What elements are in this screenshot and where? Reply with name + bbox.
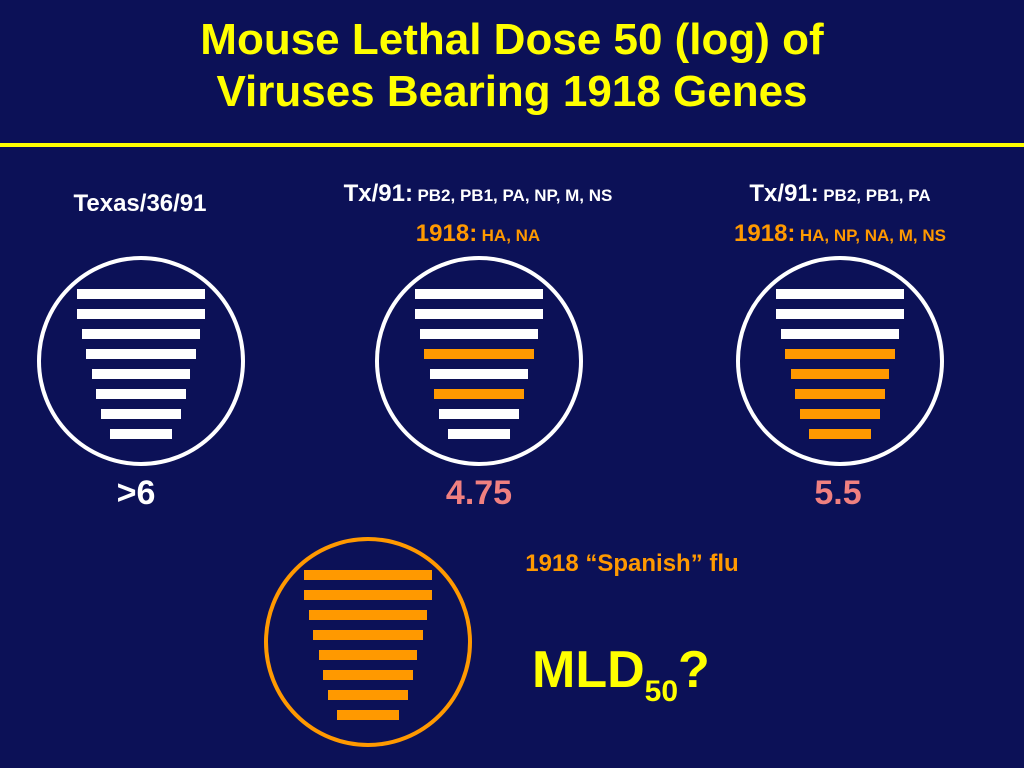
virus-envelope-circle bbox=[264, 537, 472, 747]
virus-1-diagram bbox=[37, 256, 245, 466]
mld-question-mark: ? bbox=[678, 641, 710, 699]
rna-segment-4 bbox=[86, 349, 196, 359]
virus-3-diagram bbox=[736, 256, 944, 466]
virus-envelope-circle bbox=[736, 256, 944, 466]
rna-segment-8 bbox=[337, 710, 399, 720]
virus-envelope-circle bbox=[375, 256, 583, 466]
rna-segment-2 bbox=[304, 590, 432, 600]
virus-3-value: 5.5 bbox=[814, 474, 862, 512]
virus-2-value: 4.75 bbox=[445, 474, 513, 512]
rna-segment-2 bbox=[776, 309, 904, 319]
rna-segment-6 bbox=[96, 389, 186, 399]
rna-segment-1 bbox=[776, 289, 904, 299]
virus-2-tx91-prefix: Tx/91: bbox=[343, 180, 413, 207]
virus-2-tx91-genes: PB2, PB1, PA, NP, M, NS bbox=[417, 186, 613, 205]
mld-subscript: 50 bbox=[644, 675, 679, 708]
virus-1-value: >6 bbox=[116, 474, 156, 512]
virus-3-tx91-prefix: Tx/91: bbox=[749, 180, 819, 207]
rna-segment-6 bbox=[795, 389, 885, 399]
virus-3-1918-prefix: 1918: bbox=[734, 220, 796, 247]
rna-segment-4 bbox=[785, 349, 895, 359]
rna-segment-5 bbox=[430, 369, 528, 379]
virus-3-1918-genes: HA, NP, NA, M, NS bbox=[799, 226, 946, 245]
virus-2-1918-prefix: 1918: bbox=[415, 220, 478, 247]
rna-segment-7 bbox=[439, 409, 519, 419]
rna-segment-4 bbox=[424, 349, 534, 359]
title-line-1: Mouse Lethal Dose 50 (log) of bbox=[200, 15, 824, 64]
virus-2-diagram bbox=[375, 256, 583, 466]
rna-segment-3 bbox=[781, 329, 899, 339]
rna-segment-5 bbox=[319, 650, 417, 660]
title-divider bbox=[0, 143, 1024, 147]
rna-segment-5 bbox=[791, 369, 889, 379]
rna-segment-6 bbox=[434, 389, 524, 399]
spanish-flu-diagram bbox=[264, 537, 472, 747]
virus-3-tx91-label: Tx/91: PB2, PB1, PA bbox=[660, 180, 1020, 208]
rna-segment-7 bbox=[800, 409, 880, 419]
rna-segment-8 bbox=[110, 429, 172, 439]
virus-2-1918-label: 1918: HA, NA bbox=[298, 220, 658, 248]
virus-2-1918-genes: HA, NA bbox=[481, 226, 541, 245]
rna-segment-1 bbox=[304, 570, 432, 580]
mld-main: MLD bbox=[532, 641, 645, 699]
rna-segment-1 bbox=[415, 289, 543, 299]
rna-segment-3 bbox=[82, 329, 200, 339]
virus-envelope-circle bbox=[37, 256, 245, 466]
virus-2-tx91-label: Tx/91: PB2, PB1, PA, NP, M, NS bbox=[298, 180, 658, 208]
rna-segment-8 bbox=[809, 429, 871, 439]
rna-segment-7 bbox=[328, 690, 408, 700]
rna-segment-2 bbox=[77, 309, 205, 319]
slide-title: Mouse Lethal Dose 50 (log) of Viruses Be… bbox=[0, 14, 1024, 118]
virus-3-tx91-genes: PB2, PB1, PA bbox=[823, 186, 931, 205]
rna-segment-7 bbox=[101, 409, 181, 419]
rna-segment-5 bbox=[92, 369, 190, 379]
rna-segment-2 bbox=[415, 309, 543, 319]
spanish-flu-label: 1918 “Spanish” flu bbox=[525, 550, 739, 577]
rna-segment-8 bbox=[448, 429, 510, 439]
rna-segment-3 bbox=[309, 610, 427, 620]
mld50-question: MLD50? bbox=[532, 640, 710, 708]
rna-segment-6 bbox=[323, 670, 413, 680]
rna-segment-1 bbox=[77, 289, 205, 299]
title-line-2: Viruses Bearing 1918 Genes bbox=[216, 67, 808, 116]
rna-segment-3 bbox=[420, 329, 538, 339]
virus-1-label: Texas/36/91 bbox=[73, 190, 207, 217]
rna-segment-4 bbox=[313, 630, 423, 640]
virus-3-1918-label: 1918: HA, NP, NA, M, NS bbox=[660, 220, 1020, 248]
